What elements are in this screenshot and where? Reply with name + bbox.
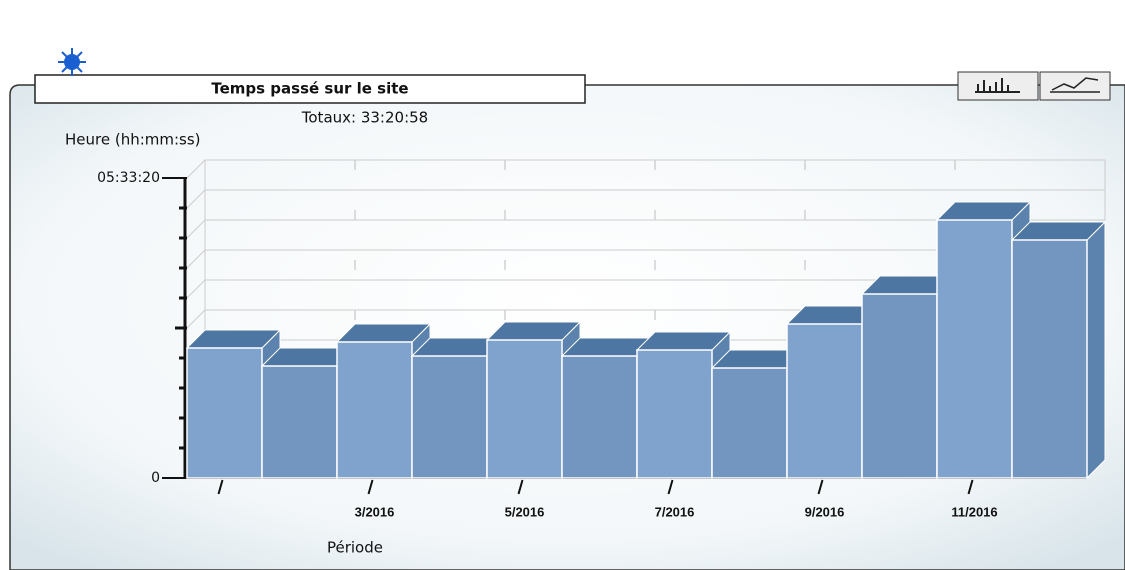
bar <box>711 367 788 479</box>
bar <box>636 349 713 479</box>
y-axis-title: Heure (hh:mm:ss) <box>65 131 201 149</box>
x-tick <box>367 479 374 495</box>
bar <box>936 219 1013 479</box>
bar <box>786 323 863 479</box>
grid-line-side <box>186 159 206 179</box>
bar <box>861 293 938 479</box>
grid-line-side <box>186 249 206 269</box>
x-tick <box>667 479 674 495</box>
bar-button[interactable] <box>957 71 1039 101</box>
bar <box>486 339 563 479</box>
bar <box>336 341 413 479</box>
bar <box>411 355 488 479</box>
y-tick-label: 05:33:20 <box>97 170 160 186</box>
bar-side <box>1086 220 1106 480</box>
title-box <box>34 74 586 104</box>
x-axis-title: Période <box>327 539 383 557</box>
bar <box>561 355 638 479</box>
x-tick <box>517 479 524 495</box>
grid-line-side <box>186 279 206 299</box>
chart-title: Temps passé sur le site <box>211 80 408 98</box>
chart-subtitle: Totaux: 33:20:58 <box>301 109 428 127</box>
grid-line-side <box>186 309 206 329</box>
x-tick <box>817 479 824 495</box>
x-tick-label: 11/2016 <box>951 504 997 519</box>
bar <box>1011 239 1088 479</box>
x-tick-label: 3/2016 <box>355 504 395 519</box>
bar <box>186 347 263 479</box>
x-tick <box>967 479 974 495</box>
chart-type-buttons[interactable] <box>957 71 1111 101</box>
line-button[interactable] <box>1039 71 1111 101</box>
grid-line-side <box>186 219 206 239</box>
logo-icon <box>58 48 86 76</box>
x-tick <box>217 479 224 495</box>
x-tick-label: 5/2016 <box>505 504 545 519</box>
x-tick-label: 7/2016 <box>655 504 695 519</box>
bar <box>261 365 338 479</box>
grid-line-side <box>186 189 206 209</box>
y-tick-label: 0 <box>151 470 160 486</box>
x-tick-label: 9/2016 <box>805 504 845 519</box>
